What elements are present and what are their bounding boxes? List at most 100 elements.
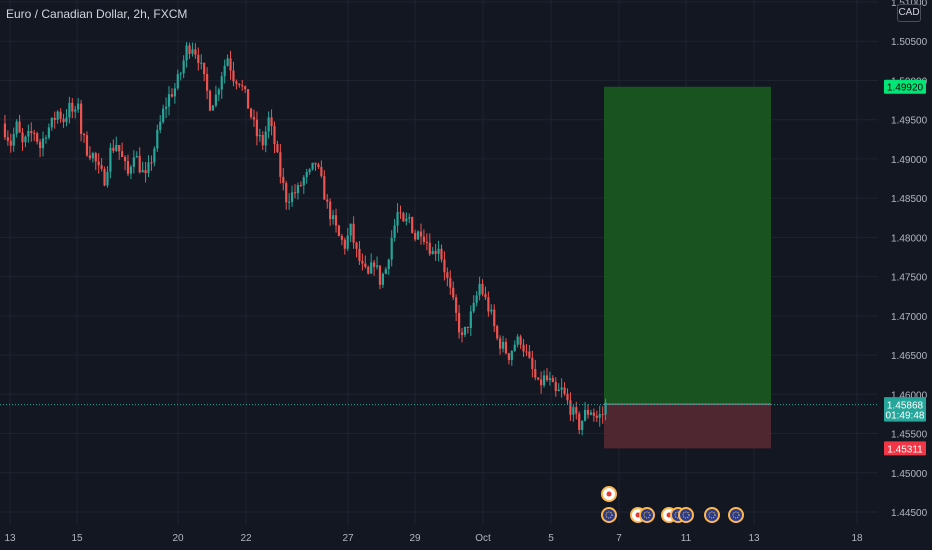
candle-body bbox=[24, 136, 27, 143]
x-tick-label: 11 bbox=[681, 533, 692, 544]
candle-body bbox=[223, 65, 226, 77]
candle-body bbox=[21, 132, 24, 143]
candle-body bbox=[334, 215, 338, 226]
canada-flag-icon bbox=[606, 491, 612, 497]
x-tick-label: 5 bbox=[548, 533, 554, 544]
candle-body bbox=[346, 235, 349, 249]
candle-body bbox=[414, 232, 417, 240]
last-price-badge-text: 1.45868 bbox=[887, 401, 924, 412]
candle-body bbox=[475, 295, 478, 303]
candle-body bbox=[41, 138, 45, 149]
candle-body bbox=[156, 129, 159, 149]
candle-body bbox=[288, 201, 291, 203]
candle-body bbox=[411, 217, 414, 233]
x-tick-label: 22 bbox=[240, 533, 252, 544]
candle-body bbox=[340, 236, 343, 240]
candle-body bbox=[135, 155, 138, 158]
candle-body bbox=[396, 212, 399, 226]
candle-body bbox=[402, 213, 405, 222]
candle-body bbox=[525, 351, 528, 353]
candle-body bbox=[343, 239, 346, 249]
event-marker-icon bbox=[730, 509, 742, 521]
eu-flag-icon bbox=[708, 511, 716, 519]
candle-body bbox=[572, 407, 575, 415]
candle-body bbox=[463, 326, 467, 335]
candle-body bbox=[569, 400, 572, 415]
candle-body bbox=[194, 49, 197, 55]
candle-body bbox=[592, 412, 595, 416]
candle-body bbox=[159, 121, 162, 130]
candle-body bbox=[296, 185, 300, 194]
candle-body bbox=[191, 49, 194, 54]
candle-body bbox=[200, 62, 203, 64]
candle-body bbox=[548, 378, 552, 381]
candle-body bbox=[314, 162, 317, 165]
x-tick-label: 13 bbox=[748, 533, 760, 544]
candle-body bbox=[197, 54, 200, 63]
candle-body bbox=[481, 283, 484, 294]
x-tick-label: 20 bbox=[172, 533, 184, 544]
candle-body bbox=[329, 201, 332, 220]
candle-body bbox=[528, 351, 531, 358]
candle-body bbox=[370, 262, 373, 274]
candle-body bbox=[220, 76, 223, 90]
candle-body bbox=[578, 413, 581, 430]
candle-body bbox=[460, 332, 464, 335]
x-tick-label: 13 bbox=[4, 533, 16, 544]
candle-body bbox=[586, 409, 590, 415]
candle-body bbox=[337, 225, 341, 237]
candle-body bbox=[208, 90, 212, 111]
eu-flag-icon bbox=[682, 511, 690, 519]
candle-body bbox=[399, 212, 402, 214]
candle-body bbox=[293, 192, 297, 194]
candle-body bbox=[258, 135, 261, 137]
candle-body bbox=[381, 273, 384, 285]
candle-body bbox=[100, 165, 103, 169]
candle-body bbox=[62, 118, 65, 123]
candle-body bbox=[581, 420, 584, 430]
candle-body bbox=[123, 156, 127, 162]
stop-price-badge bbox=[884, 441, 926, 456]
candle-body bbox=[44, 137, 48, 139]
candle-body bbox=[545, 375, 549, 381]
candle-body bbox=[367, 266, 370, 274]
candle-body bbox=[305, 172, 308, 178]
candle-body bbox=[27, 130, 30, 137]
candle-body bbox=[50, 117, 53, 128]
currency-badge[interactable]: CAD bbox=[897, 4, 921, 22]
candle-body bbox=[598, 414, 601, 418]
candle-body bbox=[77, 103, 80, 110]
candle-body bbox=[331, 215, 335, 220]
candle-body bbox=[235, 81, 238, 84]
candle-body bbox=[557, 389, 560, 391]
candle-body bbox=[129, 166, 133, 174]
candle-body bbox=[311, 162, 314, 170]
last-price-badge bbox=[884, 397, 926, 422]
candle-body bbox=[405, 218, 408, 222]
candle-body bbox=[126, 161, 130, 174]
y-tick-label: 1.45500 bbox=[891, 430, 928, 441]
y-tick-label: 1.49500 bbox=[891, 116, 928, 127]
candle-body bbox=[317, 164, 320, 168]
candle-body bbox=[36, 133, 39, 142]
candle-body bbox=[352, 223, 355, 243]
candle-body bbox=[147, 162, 150, 174]
candle-body bbox=[490, 309, 493, 312]
candle-body bbox=[419, 231, 423, 237]
candle-body bbox=[457, 312, 461, 333]
candle-body bbox=[282, 176, 285, 184]
y-tick-label: 1.44500 bbox=[891, 508, 928, 519]
candle-body bbox=[121, 151, 124, 157]
candle-body bbox=[326, 199, 329, 202]
candle-body bbox=[425, 241, 428, 243]
candle-body bbox=[542, 375, 546, 386]
candle-body bbox=[179, 73, 182, 75]
candle-body bbox=[531, 357, 534, 370]
y-tick-label: 1.48000 bbox=[891, 233, 928, 244]
candle-body bbox=[247, 89, 250, 109]
eu-flag-icon bbox=[732, 511, 740, 519]
candle-body bbox=[302, 177, 305, 186]
candle-body bbox=[241, 85, 244, 87]
candle-body bbox=[501, 341, 505, 349]
